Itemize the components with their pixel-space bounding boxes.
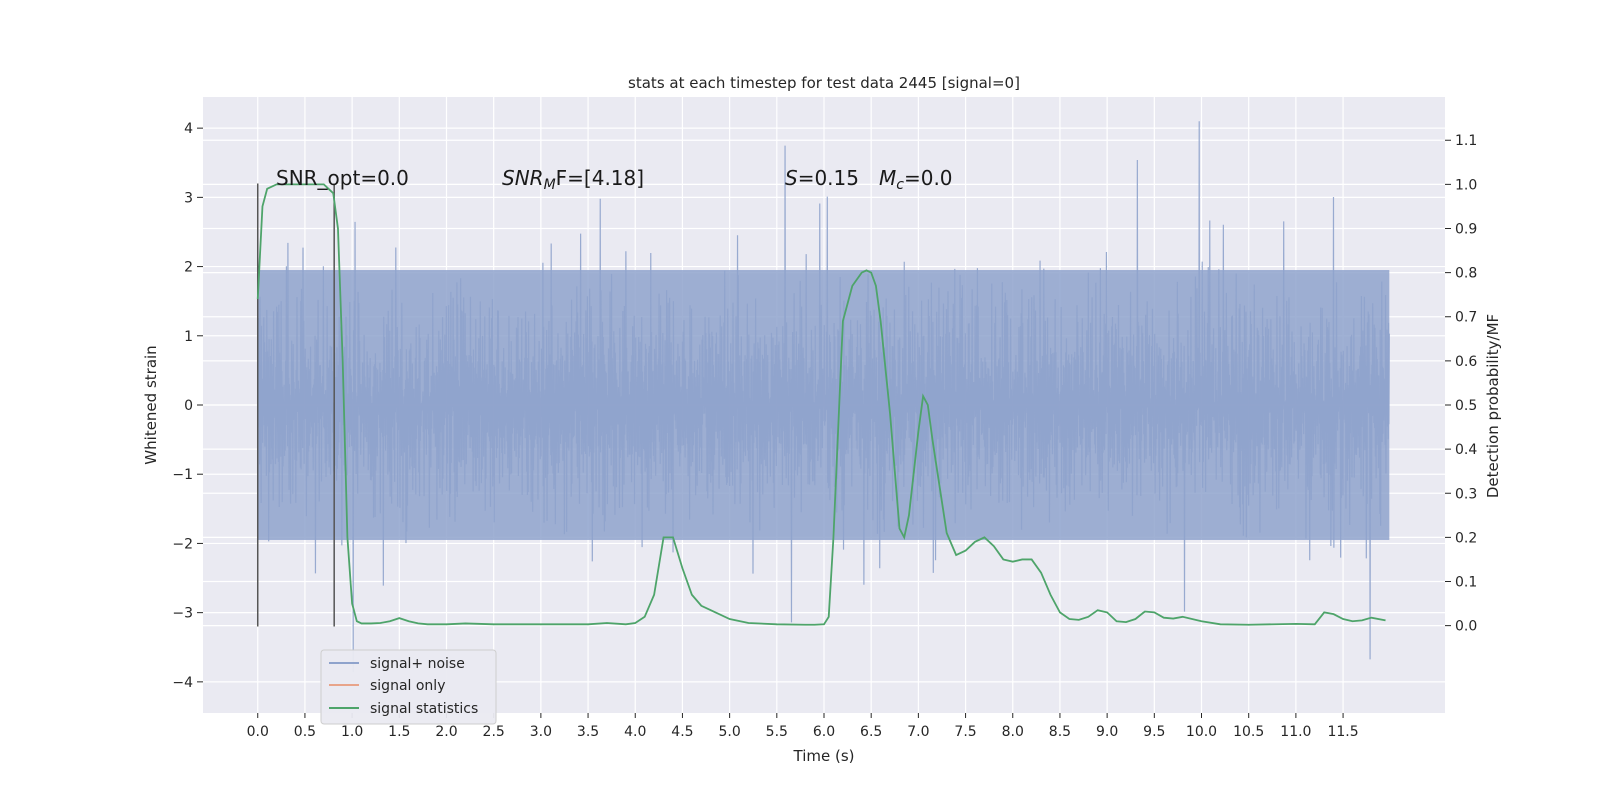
x-tick-label: 10.5 — [1233, 724, 1264, 740]
x-tick-label: 6.0 — [813, 724, 835, 740]
y-tick-label-left: −2 — [172, 536, 193, 552]
y-tick-label-right: 0.8 — [1455, 266, 1477, 282]
x-tick-label: 11.0 — [1280, 724, 1311, 740]
x-tick-label: 8.5 — [1049, 724, 1071, 740]
x-tick-label: 3.5 — [577, 724, 599, 740]
x-tick-label: 2.5 — [483, 724, 505, 740]
legend: signal+ noise signal only signal statist… — [320, 649, 497, 725]
x-tick-label: 1.5 — [388, 724, 410, 740]
y-tick-label-right: 0.9 — [1455, 221, 1477, 237]
x-tick-label: 7.5 — [954, 724, 976, 740]
mc-annotation: Mc=0.0 — [879, 166, 953, 193]
y-axis-label-right: Detection probability/MF — [1484, 314, 1502, 498]
y-tick-label-left: 2 — [184, 260, 193, 276]
mc-main: M — [879, 166, 896, 190]
y-tick-label-right: 0.0 — [1455, 619, 1477, 635]
snr-mf-annotation: SNRMF=[4.18] — [502, 166, 644, 193]
snr-mf-main: SNR — [502, 166, 544, 190]
x-tick-label: 1.0 — [341, 724, 363, 740]
series-signal-noise — [257, 121, 1390, 673]
x-tick-label: 5.5 — [766, 724, 788, 740]
x-tick-label: 9.5 — [1143, 724, 1165, 740]
x-tick-label: 10.0 — [1186, 724, 1217, 740]
chart-title: stats at each timestep for test data 244… — [628, 74, 1020, 92]
y-axis-label: Whitened strain — [142, 345, 160, 464]
y-tick-label-right: 0.6 — [1455, 354, 1477, 370]
x-tick-label: 0.0 — [247, 724, 269, 740]
y-tick-label-right: 0.4 — [1455, 442, 1477, 458]
y-tick-label-left: 0 — [184, 398, 193, 414]
legend-label-signal-statistics: signal statistics — [370, 701, 478, 717]
x-tick-label: 11.5 — [1327, 724, 1358, 740]
x-tick-label: 4.5 — [671, 724, 693, 740]
y-tick-label-right: 1.1 — [1455, 133, 1477, 149]
x-tick-label: 7.0 — [907, 724, 929, 740]
y-tick-label-right: 0.2 — [1455, 530, 1477, 546]
y-tick-label-right: 1.0 — [1455, 177, 1477, 193]
x-tick-label: 8.0 — [1002, 724, 1024, 740]
legend-label-signal-only: signal only — [370, 678, 445, 694]
y-tick-label-left: 3 — [184, 190, 193, 206]
x-tick-label: 3.0 — [530, 724, 552, 740]
y-tick-label-left: −1 — [172, 467, 193, 483]
x-axis-label: Time (s) — [793, 747, 855, 765]
s-main: S — [785, 166, 798, 190]
legend-box — [320, 649, 497, 725]
snr-opt-annotation: SNR_opt=0.0 — [276, 166, 409, 190]
x-tick-label: 2.0 — [435, 724, 457, 740]
x-tick-label: 4.0 — [624, 724, 646, 740]
y-tick-label-right: 0.1 — [1455, 575, 1477, 591]
y-tick-label-left: −4 — [172, 675, 193, 691]
series-signal-statistics — [256, 183, 1386, 626]
legend-label-signal-noise: signal+ noise — [370, 656, 465, 672]
y-tick-label-left: 1 — [184, 329, 193, 345]
y-tick-label-right: 0.3 — [1455, 486, 1477, 502]
x-tick-label: 9.0 — [1096, 724, 1118, 740]
x-tick-label: 6.5 — [860, 724, 882, 740]
x-ticks: 0.0 0.5 1.0 1.5 2.0 2.5 3.0 3.5 4.0 4.5 5.0 5.5 6.0 6… — [247, 713, 1359, 740]
signal-window — [256, 183, 335, 627]
noise-line — [257, 121, 1390, 673]
y-tick-label-right: 0.7 — [1455, 310, 1477, 326]
y-tick-label-right: 0.5 — [1455, 398, 1477, 414]
snr-mf-rest: F=[4.18] — [556, 166, 644, 190]
x-tick-label: 5.0 — [718, 724, 740, 740]
statistics-line — [256, 183, 1386, 626]
y-tick-label-left: −3 — [172, 606, 193, 622]
y-ticks-left: 4 3 2 1 0 −1 −2 −3 −4 — [172, 121, 203, 691]
mc-rest: =0.0 — [904, 166, 953, 190]
s-rest: =0.15 — [798, 166, 859, 190]
y-ticks-right: 1.1 1.0 0.9 0.8 0.7 0.6 0.5 0.4 0.3 0.2 0.1 0.0 — [1445, 133, 1477, 635]
y-tick-label-left: 4 — [184, 121, 193, 137]
s-annotation: S=0.15 — [785, 166, 859, 190]
mc-sub: c — [896, 177, 904, 193]
snr-mf-sub: M — [544, 177, 556, 193]
x-tick-label: 0.5 — [294, 724, 316, 740]
